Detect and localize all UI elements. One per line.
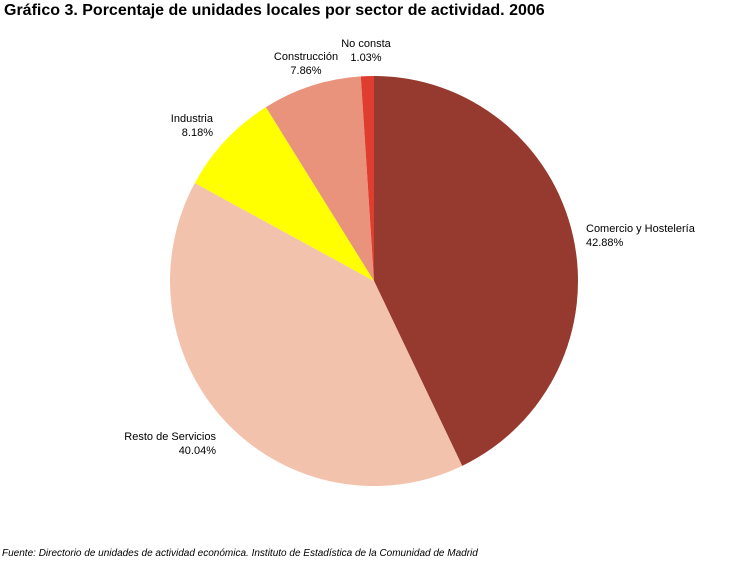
- slice-value-construccion: 7.86%: [290, 65, 322, 77]
- slice-name-no-consta: No consta: [341, 38, 391, 50]
- slice-value-industria: 8.18%: [181, 127, 213, 139]
- slice-name-construccion: Construcción: [273, 51, 339, 63]
- pie-slice-industria: [194, 107, 374, 281]
- slice-value-no-consta: 1.03%: [350, 52, 382, 64]
- pie-slice-construccion: [265, 76, 374, 282]
- source-note: Fuente: Directorio de unidades de activi…: [2, 548, 478, 559]
- pie-slice-resto-de-servicios: [169, 183, 463, 487]
- slice-label-construccion: Construcción 7.86%: [266, 50, 346, 78]
- slice-label-resto-de-servicios: Resto de Servicios 40.04%: [96, 430, 216, 458]
- slice-label-industria: Industria 8.18%: [133, 112, 213, 140]
- slice-value-comercio-y-hosteleria: 42.88%: [586, 237, 624, 249]
- slice-name-comercio-y-hosteleria: Comercio y Hostelería: [586, 223, 695, 235]
- pie-slice-comercio-y-hosteleria: [374, 75, 579, 466]
- slice-name-industria: Industria: [170, 113, 213, 125]
- slice-name-resto-de-servicios: Resto de Servicios: [124, 431, 216, 443]
- slice-label-comercio-y-hosteleria: Comercio y Hostelería 42.88%: [586, 222, 695, 250]
- slice-label-no-consta: No consta 1.03%: [331, 37, 401, 65]
- chart-title: Gráfico 3. Porcentaje de unidades locale…: [4, 2, 545, 19]
- slice-value-resto-de-servicios: 40.04%: [178, 445, 216, 457]
- pie-slice-no-consta: [360, 76, 374, 281]
